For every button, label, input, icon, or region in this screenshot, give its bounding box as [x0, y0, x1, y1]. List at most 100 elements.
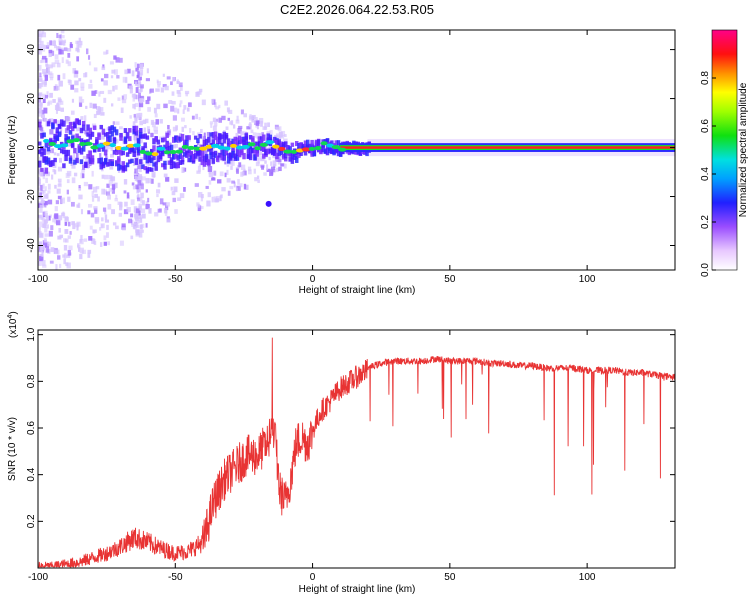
spectrogram-noise-cell: [51, 148, 54, 154]
spectrogram-band-cell: [299, 142, 303, 149]
spectrogram-band-cell: [97, 146, 101, 152]
spectrogram-band-cell: [251, 136, 255, 141]
spectrogram-noise-cell: [102, 207, 107, 212]
spectrogram-noise-cell: [73, 72, 79, 78]
spectrogram-band-cell: [196, 152, 200, 157]
spectrogram-ridge-core: [340, 146, 675, 149]
spectrogram-noise-cell: [243, 183, 247, 190]
spectrogram-band-cell: [79, 147, 84, 155]
spectrogram-noise-cell: [55, 110, 58, 114]
spectrogram-noise-cell: [69, 42, 73, 48]
spectrogram-noise-cell: [43, 194, 48, 199]
spectrogram-band-cell: [294, 151, 299, 159]
spectrogram-band-cell: [125, 132, 130, 139]
spectrogram-noise-cell: [270, 169, 274, 175]
spectrogram-band-cell: [163, 137, 167, 142]
spectrogram-noise-cell: [205, 185, 209, 189]
spectrogram-band-cell: [81, 124, 86, 131]
spectrogram-noise-cell: [64, 217, 69, 222]
spectrogram-noise-cell: [111, 69, 116, 74]
spectrogram-band-cell: [240, 139, 244, 144]
spectrogram-band-cell: [51, 122, 55, 129]
spectrogram-noise-cell: [145, 78, 150, 82]
spectrogram-noise-cell: [39, 173, 44, 177]
spectrogram-noise-cell: [48, 64, 53, 69]
spectrogram-band-cell: [167, 160, 172, 165]
spectrogram-band-cell: [114, 160, 119, 167]
spectrogram-noise-cell: [237, 179, 240, 185]
spectrogram-noise-cell: [88, 236, 93, 241]
spectrogram-noise-cell: [159, 119, 163, 124]
spectrogram-band-cell: [204, 138, 209, 145]
spectrogram-noise-cell: [95, 186, 100, 190]
spectrogram-noise-cell: [66, 47, 72, 52]
spectrogram-band-cell: [143, 133, 147, 139]
spectrogram-band-cell: [334, 140, 339, 146]
spectrogram-noise-cell: [39, 102, 43, 106]
spectrogram-noise-cell: [267, 122, 270, 127]
spectrogram-peak-cell: [187, 145, 195, 150]
spectrogram-noise-cell: [206, 200, 211, 207]
spectrogram-peak-cell: [163, 150, 171, 155]
spectrogram-noise-cell: [48, 230, 53, 237]
spectrogram-band-cell: [40, 152, 44, 157]
spectrogram-band-cell: [330, 147, 334, 154]
spectrogram-noise-cell: [132, 97, 136, 102]
spectrogram-noise-cell: [191, 115, 195, 120]
spectrogram-noise-cell: [139, 156, 144, 161]
spectrogram-noise-cell: [104, 219, 110, 223]
spectrogram-band-cell: [99, 124, 104, 130]
spectrogram-noise-cell: [101, 167, 104, 172]
spectrogram-noise-cell: [147, 197, 150, 203]
spectrogram-noise-cell: [41, 109, 45, 115]
spectrogram-noise-cell: [78, 247, 81, 252]
spectrogram-noise-cell: [138, 107, 141, 112]
spectrogram-noise-cell: [70, 162, 75, 166]
spectrogram-noise-cell: [103, 241, 107, 246]
spectrogram-band-cell: [281, 154, 286, 160]
spectrogram-band-cell: [273, 136, 277, 143]
spectrogram-noise-cell: [134, 213, 138, 220]
spectrogram-peak-cell: [115, 146, 123, 151]
spectrogram-band-cell: [77, 144, 82, 150]
spectrogram-noise-cell: [91, 238, 95, 244]
spectrogram-noise-cell: [78, 40, 83, 46]
spectrogram-noise-cell: [76, 221, 81, 227]
spectrogram-noise-cell: [183, 187, 186, 192]
spectrogram-band-cell: [233, 156, 237, 161]
spectrogram-band-cell: [198, 156, 202, 162]
spectrogram-noise-cell: [109, 163, 114, 170]
spectrogram-noise-cell: [112, 222, 117, 226]
spectrogram-noise-cell: [80, 116, 84, 120]
spectrogram-band-cell: [259, 144, 264, 150]
spectrogram-noise-cell: [153, 107, 157, 114]
spectrogram-band-cell: [141, 134, 145, 139]
spectrogram-band-cell: [310, 139, 314, 146]
spectrogram-noise-cell: [67, 250, 71, 256]
spectrogram-band-cell: [134, 158, 139, 165]
spectrogram-noise-cell: [131, 70, 135, 77]
spectrogram-noise-cell: [103, 235, 107, 241]
spectrogram-noise-cell: [61, 47, 66, 51]
spectrogram-band-cell: [310, 150, 314, 156]
spectrogram-band-cell: [53, 157, 57, 163]
spectrogram-peak-cell: [139, 149, 147, 154]
spectrogram-noise-cell: [76, 48, 80, 53]
spectrogram-noise-cell: [58, 181, 62, 186]
spectrogram-band-cell: [198, 148, 202, 156]
spectrogram-band-cell: [51, 160, 55, 166]
spectrogram-noise-cell: [157, 182, 161, 188]
spectrogram-noise-cell: [47, 190, 51, 194]
spectrogram-noise-cell: [89, 79, 93, 84]
spectrogram-noise-cell: [235, 119, 240, 124]
spectrogram-noise-cell: [70, 121, 75, 126]
spectrogram-band-cell: [128, 128, 132, 133]
spectrogram-band-cell: [279, 148, 284, 156]
spectrogram-noise-cell: [111, 209, 115, 215]
spectrogram-band-cell: [42, 148, 46, 156]
spectrogram-band-cell: [294, 141, 299, 147]
spectrogram-noise-cell: [42, 223, 47, 229]
spectrogram-band-cell: [145, 135, 150, 140]
spectrogram-noise-cell: [54, 206, 58, 212]
spectrogram-noise-cell: [140, 229, 144, 233]
